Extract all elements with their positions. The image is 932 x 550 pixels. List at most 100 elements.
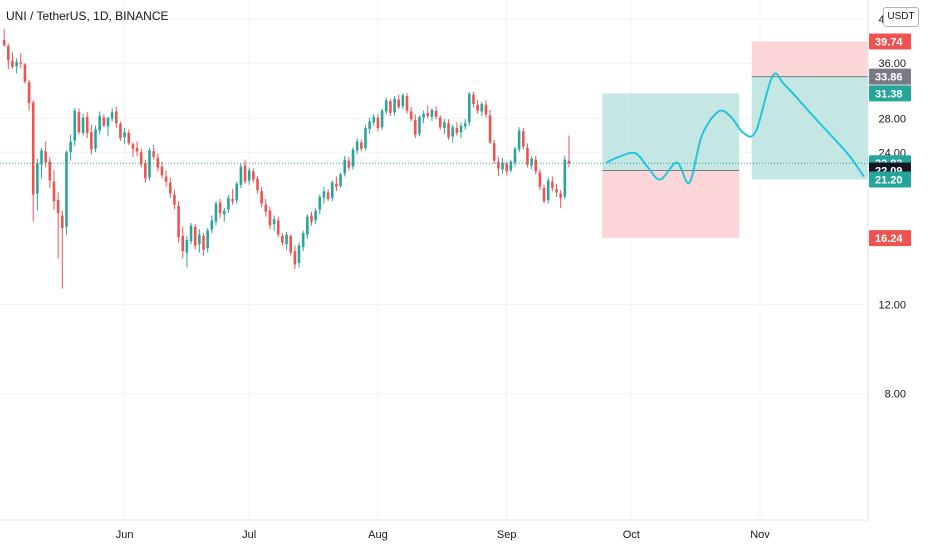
currency-button[interactable]: USDT <box>883 7 919 27</box>
overlays <box>0 72 868 185</box>
candle-body <box>77 112 81 133</box>
candle-body <box>252 171 255 180</box>
candle-body <box>272 219 276 225</box>
candle-body <box>443 122 446 129</box>
price-tag-21.20 <box>869 171 911 188</box>
candle-body <box>497 161 500 169</box>
candle-body <box>505 163 508 172</box>
x-tick-label: Aug <box>368 529 388 541</box>
candle-body <box>322 191 326 198</box>
candle-body <box>181 235 185 252</box>
candle-body <box>65 152 68 227</box>
chart-title: UNI / TetherUS, 1D, BINANCE <box>6 9 169 23</box>
y-tick-label: 28.00 <box>878 113 906 125</box>
candle-body <box>168 182 172 194</box>
candle-body <box>364 128 367 148</box>
candle-body <box>177 205 180 238</box>
price-tag-16.24 <box>869 230 911 247</box>
price-tag-label: 31.38 <box>875 88 903 100</box>
candle-body <box>193 226 197 246</box>
candle-body <box>276 220 280 235</box>
candle-body <box>314 210 317 221</box>
candle-body <box>310 215 313 222</box>
price-tag-label: 33.86 <box>875 72 903 84</box>
y-tick-label: 8.00 <box>885 389 906 401</box>
candle-body <box>372 116 376 123</box>
candle-body <box>376 117 380 129</box>
candle-body <box>160 166 164 176</box>
candle-body <box>247 170 251 181</box>
candle-body <box>15 61 18 67</box>
candle-body <box>127 133 131 144</box>
candle-body <box>551 181 554 188</box>
candle-body <box>555 189 558 193</box>
candle-body <box>546 180 550 201</box>
candle-body <box>285 234 288 245</box>
candle-body <box>384 100 388 112</box>
candle-body <box>397 99 400 107</box>
x-tick-label: Jun <box>116 529 134 541</box>
short-position-target-zone <box>751 76 868 180</box>
price-tag-label: 39.74 <box>875 36 903 48</box>
candle-body <box>318 196 322 210</box>
candle-body <box>480 103 484 112</box>
candle-body <box>326 192 330 200</box>
candle-body <box>2 40 6 46</box>
candle-body <box>56 200 60 214</box>
candles <box>2 28 571 289</box>
candle-body <box>335 183 338 187</box>
candle-body <box>198 234 201 245</box>
candle-body <box>343 159 346 174</box>
price-tag-31.38 <box>869 85 911 102</box>
candle-body <box>438 117 442 128</box>
long-position-stop-zone <box>602 170 740 239</box>
price-tag-label: 16.24 <box>875 233 903 245</box>
candle-body <box>509 161 513 171</box>
candle-body <box>534 159 538 172</box>
candle-body <box>289 235 293 253</box>
candle-body <box>418 116 421 134</box>
candle-body <box>360 142 363 149</box>
candle-body <box>164 176 168 182</box>
candle-body <box>330 182 334 198</box>
candle-body <box>256 178 259 191</box>
candle-body <box>189 225 193 242</box>
candle-body <box>530 158 533 166</box>
candle-body <box>567 160 571 164</box>
candle-body <box>260 191 263 204</box>
candle-body <box>347 160 351 168</box>
candle-body <box>123 132 126 138</box>
candle-body <box>23 64 27 82</box>
y-tick-label: 36.00 <box>878 58 906 70</box>
candle-body <box>227 197 230 210</box>
candle-body <box>451 127 454 137</box>
candle-body <box>306 216 309 235</box>
candle-body <box>102 117 106 126</box>
candle-body <box>472 94 475 104</box>
candle-body <box>351 149 355 167</box>
candle-body <box>139 152 143 165</box>
candle-body <box>40 150 43 165</box>
candle-body <box>48 161 52 181</box>
candle-body <box>69 141 72 153</box>
candle-body <box>268 210 272 226</box>
candle-body <box>434 110 438 117</box>
candle-body <box>73 110 77 141</box>
candle-body <box>94 129 97 149</box>
x-tick-label: Oct <box>623 529 640 541</box>
candle-body <box>152 151 155 157</box>
candle-body <box>297 245 301 263</box>
candle-body <box>239 166 243 185</box>
candle-body <box>459 125 463 133</box>
candle-body <box>422 113 425 118</box>
candle-body <box>426 112 430 117</box>
candle-body <box>131 144 135 149</box>
candle-body <box>19 62 23 64</box>
candle-body <box>538 172 542 187</box>
candle-body <box>36 163 39 194</box>
candle-body <box>355 141 359 151</box>
candle-body <box>368 121 371 129</box>
price-tag-39.74 <box>869 33 911 50</box>
candle-body <box>173 194 176 205</box>
